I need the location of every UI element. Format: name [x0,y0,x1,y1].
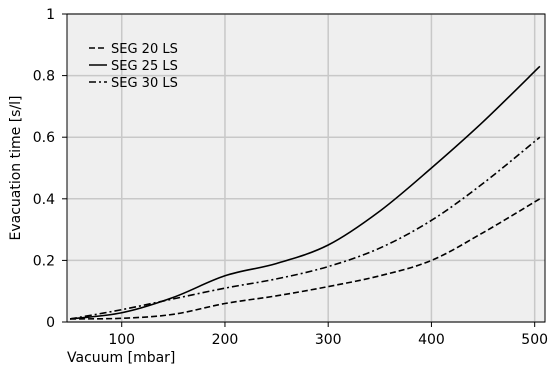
series-line-seg-25-ls [70,65,541,320]
axis-ticks: 100 200 300 400 500 0 0.2 0.4 0.6 0.8 1 [33,7,548,348]
plot-background [67,14,545,322]
y-tick-label: 0.4 [33,192,55,208]
x-tick-label: 400 [418,332,445,348]
x-tick-label: 200 [212,332,239,348]
y-tick-label: 1 [46,7,55,23]
series-line-seg-20-ls [70,198,541,320]
x-tick-label: 100 [108,332,135,348]
legend: SEG 20 LS SEG 25 LS SEG 30 LS [89,42,178,91]
y-tick-label: 0.2 [33,253,55,269]
series-line-seg-30-ls [69,136,541,320]
legend-label: SEG 30 LS [111,76,178,91]
x-tick-label: 300 [315,332,342,348]
series-lines [69,65,541,320]
y-tick-label: 0.8 [33,69,55,85]
plot-frame [66,13,546,323]
y-tick-label: 0 [46,315,55,331]
y-tick-label: 0.6 [33,130,55,146]
x-axis-title: Vacuum [mbar] [67,350,175,366]
x-tick-label: 500 [521,332,548,348]
legend-label: SEG 25 LS [111,59,178,74]
legend-label: SEG 20 LS [111,42,178,57]
y-axis-title: Evacuation time [s/l] [8,95,24,240]
